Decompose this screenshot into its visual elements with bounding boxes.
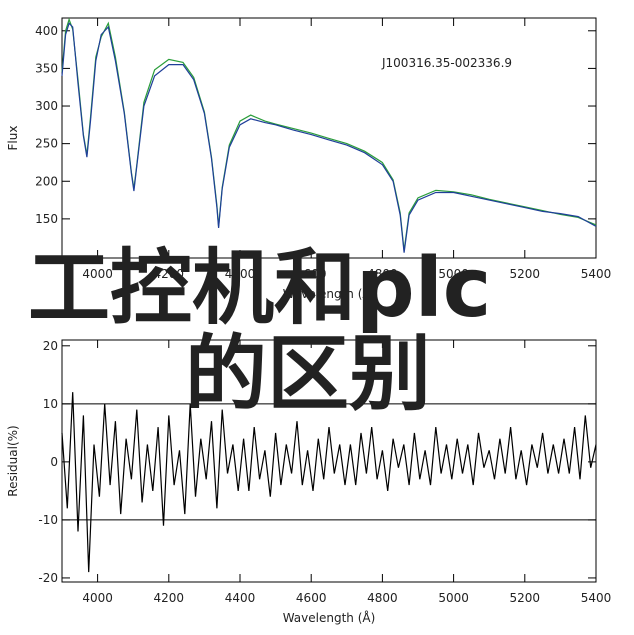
series-line — [61, 22, 597, 253]
y-tick-label: 300 — [35, 99, 58, 113]
y-tick-label: 0 — [50, 455, 58, 469]
x-axis-label: Wavelength (Å) — [283, 286, 376, 301]
y-tick-label: -20 — [38, 571, 58, 585]
x-tick-label: 4600 — [296, 267, 327, 281]
x-tick-label: 5200 — [510, 591, 541, 605]
y-axis-label: Residual(%) — [6, 425, 20, 496]
overlay-text: 的区别 — [185, 327, 431, 422]
x-tick-label: 4000 — [82, 267, 113, 281]
x-tick-label: 4000 — [82, 591, 113, 605]
x-axis-label: Wavelength (Å) — [283, 610, 376, 625]
x-tick-label: 4400 — [225, 591, 256, 605]
y-tick-label: 10 — [43, 397, 58, 411]
x-tick-label: 4800 — [367, 267, 398, 281]
y-tick-label: 200 — [35, 174, 58, 188]
x-tick-label: 5200 — [510, 267, 541, 281]
y-tick-label: -10 — [38, 513, 58, 527]
x-tick-label: 4200 — [154, 267, 185, 281]
series-line — [61, 392, 597, 573]
x-tick-label: 4800 — [367, 591, 398, 605]
y-tick-label: 350 — [35, 61, 58, 75]
overlay-text: 工控机和plc — [28, 241, 491, 336]
y-tick-label: 250 — [35, 137, 58, 151]
y-axis-label: Flux — [6, 126, 20, 151]
x-tick-label: 5400 — [581, 591, 612, 605]
y-tick-label: 20 — [43, 339, 58, 353]
y-tick-label: 150 — [35, 212, 58, 226]
plot-frame — [61, 17, 597, 259]
x-tick-label: 4600 — [296, 591, 327, 605]
x-tick-label: 5000 — [438, 267, 469, 281]
x-tick-label: 4200 — [154, 591, 185, 605]
annotation: J100316.35-002336.9 — [381, 56, 512, 70]
x-tick-label: 5400 — [581, 267, 612, 281]
series-line — [61, 17, 597, 251]
y-tick-label: 400 — [35, 24, 58, 38]
x-tick-label: 4400 — [225, 267, 256, 281]
x-tick-label: 5000 — [438, 591, 469, 605]
plot-frame — [61, 339, 597, 583]
